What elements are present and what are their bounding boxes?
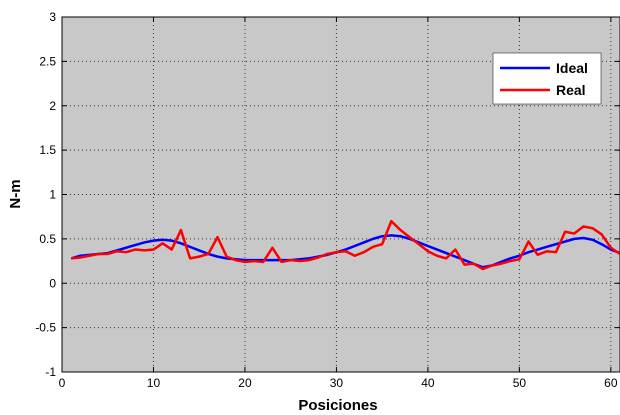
series-line-ideal	[70, 234, 620, 269]
y-tick-label: -0.5	[35, 321, 56, 335]
y-tick-label: 3	[49, 10, 56, 24]
x-tick-label: 20	[238, 376, 252, 390]
y-tick-label: -1	[45, 365, 56, 379]
y-tick-label: 0	[49, 276, 56, 290]
x-tick-label: 30	[330, 376, 344, 390]
x-tick-label: 40	[421, 376, 435, 390]
legend-label-ideal: Ideal	[556, 60, 588, 76]
axes	[61, 16, 620, 373]
y-tick-label: 1	[49, 188, 56, 202]
legend-box	[492, 52, 602, 105]
y-tick-label: 2.5	[39, 54, 56, 68]
x-tick-label: 60	[604, 376, 618, 390]
y-tick-label: 0.5	[39, 232, 56, 246]
tick-labels: 0 10 20 30 40 50 60 -1 -0.5 0 0.5 1 1.5 2 2.5 3	[35, 10, 618, 390]
x-axis-title: Posiciones	[298, 397, 377, 414]
y-axis-title: N-m	[7, 179, 24, 208]
series-line-real	[71, 219, 620, 271]
x-tick-label: 0	[59, 376, 66, 390]
y-tick-label: 1.5	[39, 143, 56, 157]
legend: Ideal Real	[492, 52, 602, 105]
legend-label-real: Real	[556, 82, 586, 98]
x-tick-label: 10	[147, 376, 161, 390]
y-tick-label: 2	[49, 99, 56, 113]
x-tick-label: 50	[513, 376, 527, 390]
series-layer	[70, 219, 620, 271]
